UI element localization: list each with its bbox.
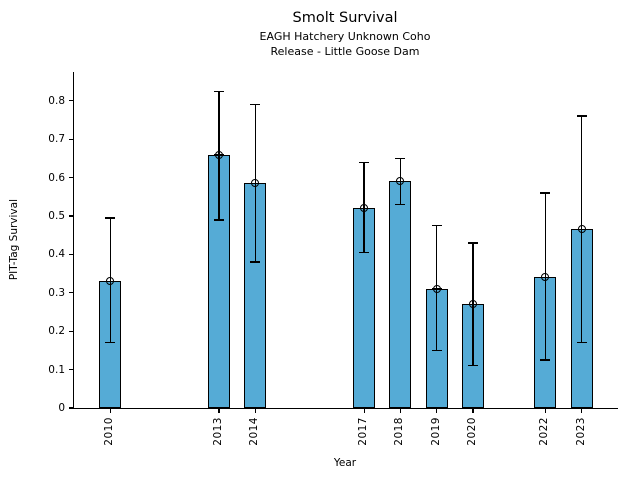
x-tick-label: 2014 [248, 417, 261, 446]
y-tick-mark [68, 177, 73, 179]
x-tick-label: 2022 [538, 417, 551, 446]
y-tick-mark [68, 330, 73, 332]
y-tick-label: 0.7 [48, 133, 65, 146]
bar-marker-cross-2014 [250, 182, 261, 184]
x-tick-mark [363, 409, 365, 414]
y-tick-label: 0.6 [48, 171, 65, 184]
y-tick-label: 0.5 [48, 210, 65, 222]
x-tick-label: 2018 [393, 417, 406, 446]
plot-area: 0 0.1 0.2 0.3 0.4 0.5 0.6 0.7 0.8 2010 2013 2014 201… [48, 72, 618, 446]
bar-2018 [389, 181, 412, 408]
x-tick-label-wrap: 2010 [103, 417, 115, 450]
error-cap-top-2019 [431, 224, 442, 227]
bar-marker-cross-2013 [214, 154, 225, 156]
y-tick-label: 0.1 [48, 363, 65, 376]
bar-marker-cross-2023 [576, 228, 587, 230]
error-cap-top-2013 [214, 90, 225, 92]
error-cap-bottom-2022 [540, 359, 551, 361]
error-cap-top-2010 [105, 217, 116, 219]
x-tick-label-wrap: 2023 [575, 417, 587, 450]
x-tick-mark [472, 409, 474, 414]
error-cap-bottom-2019 [431, 349, 442, 352]
chart-title: Smolt Survival [292, 10, 398, 26]
bar-marker-cross-2017 [359, 207, 370, 209]
y-tick-mark [68, 407, 73, 409]
y-tick-mark [68, 215, 73, 217]
x-tick-mark [218, 409, 220, 414]
bar-marker-cross-2018 [395, 180, 406, 182]
error-cap-bottom-2013 [214, 219, 225, 221]
y-tick-mark [68, 292, 73, 294]
error-cap-top-2020 [467, 242, 478, 244]
y-tick-label: 0.3 [48, 286, 65, 299]
y-tick-mark [68, 100, 73, 102]
x-tick-mark [254, 409, 256, 414]
x-tick-mark [544, 409, 547, 414]
x-tick-label: 2020 [465, 417, 478, 446]
x-tick-label-wrap: 2014 [248, 417, 260, 450]
error-cap-top-2018 [395, 157, 406, 160]
x-tick-label-wrap: 2022 [538, 417, 550, 450]
x-axis-label: Year [333, 457, 357, 469]
x-tick-mark [436, 409, 438, 414]
chart-subtitle-line2: Release - Little Goose Dam [270, 45, 420, 58]
x-tick-label: 2017 [357, 417, 370, 446]
bar-marker-cross-2010 [105, 280, 116, 282]
error-cap-top-2022 [540, 192, 551, 194]
x-tick-label: 2023 [574, 417, 587, 446]
y-axis-label: PIT-Tag Survival [8, 199, 20, 281]
error-cap-bottom-2010 [105, 342, 116, 344]
y-tick-label: 0 [58, 402, 65, 414]
error-cap-bottom-2017 [359, 251, 370, 254]
bar-marker-cross-2019 [431, 288, 442, 290]
y-tick-mark [68, 138, 73, 140]
chart-subtitle-line1: EAGH Hatchery Unknown Coho [259, 30, 431, 43]
x-tick-label: 2013 [212, 417, 225, 446]
x-tick-label: 2019 [429, 417, 442, 446]
x-tick-label-wrap: 2020 [466, 417, 478, 450]
x-tick-label-wrap: 2013 [212, 417, 224, 450]
error-cap-bottom-2023 [576, 342, 587, 344]
x-tick-label: 2010 [103, 417, 116, 446]
error-cap-bottom-2020 [467, 365, 478, 367]
bar-marker-cross-2020 [467, 303, 478, 305]
x-tick-label-wrap: 2018 [393, 417, 405, 450]
error-cap-top-2023 [576, 115, 587, 117]
x-tick-label-wrap: 2017 [357, 417, 369, 450]
x-tick-mark [109, 409, 111, 414]
y-tick-mark [68, 369, 73, 371]
error-cap-top-2014 [250, 103, 261, 106]
bar-marker-cross-2022 [540, 276, 551, 278]
y-tick-label: 0.8 [48, 94, 65, 107]
x-tick-mark [581, 409, 583, 414]
x-tick-label-wrap: 2019 [430, 417, 442, 450]
y-tick-mark [68, 253, 73, 255]
error-cap-top-2017 [359, 161, 370, 163]
x-tick-mark [399, 409, 401, 414]
error-cap-bottom-2014 [250, 261, 261, 263]
error-cap-bottom-2018 [395, 203, 406, 206]
y-tick-label: 0.4 [48, 248, 65, 261]
y-axis-label-container: PIT-Tag Survival [6, 72, 22, 408]
y-tick-label: 0.2 [48, 325, 65, 338]
